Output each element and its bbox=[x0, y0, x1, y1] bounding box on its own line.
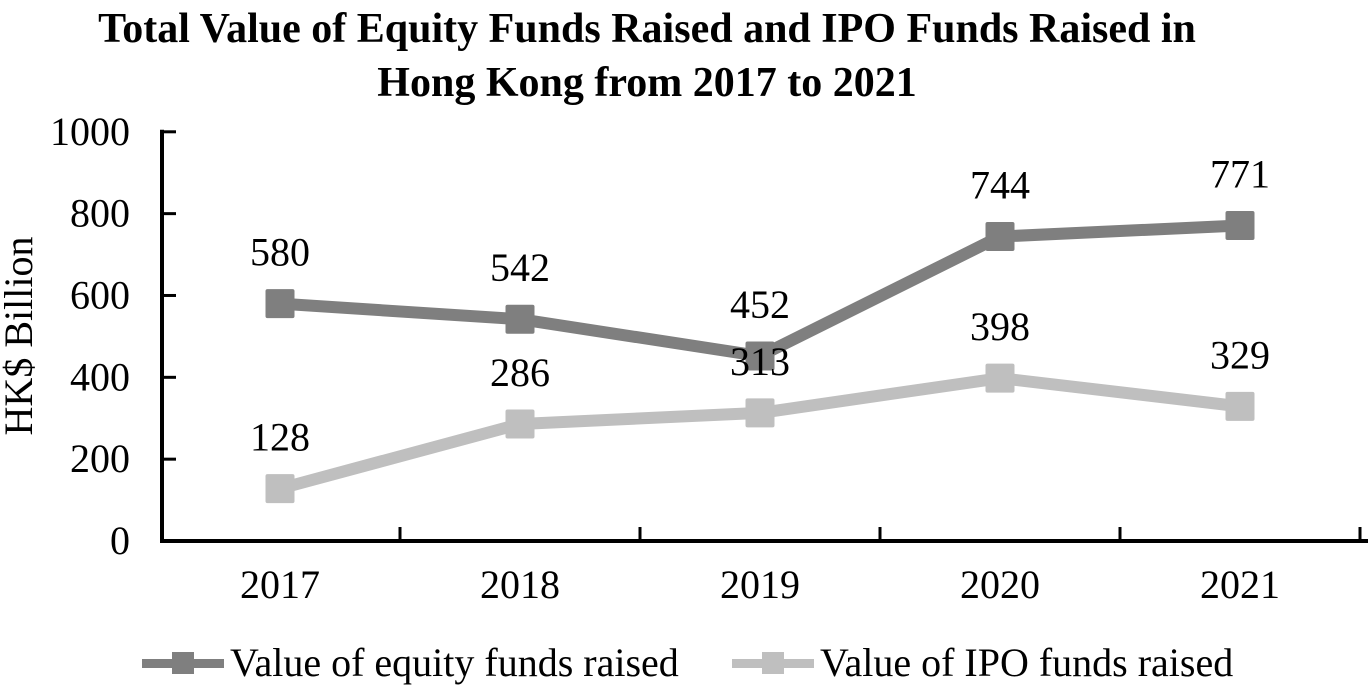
data-point-marker-1-2021 bbox=[1225, 391, 1255, 421]
data-point-marker-0-2018 bbox=[505, 304, 535, 334]
y-axis-tick-label: 400 bbox=[70, 354, 130, 399]
data-label-1-2017: 128 bbox=[250, 415, 310, 460]
data-point-marker-1-2018 bbox=[505, 409, 535, 439]
x-axis-tick-label: 2017 bbox=[240, 562, 320, 607]
legend-label-equity: Value of equity funds raised bbox=[230, 640, 679, 685]
x-axis-tick-label: 2020 bbox=[960, 562, 1040, 607]
data-point-marker-0-2021 bbox=[1225, 211, 1255, 241]
data-point-marker-0-2019 bbox=[745, 341, 775, 371]
data-label-0-2017: 580 bbox=[250, 230, 310, 275]
x-axis-tick-label: 2021 bbox=[1200, 562, 1280, 607]
legend-entry-equity: Value of equity funds raised bbox=[142, 638, 679, 688]
y-axis-title: HK$ Billion bbox=[0, 237, 41, 436]
data-label-0-2018: 542 bbox=[490, 245, 550, 290]
data-label-0-2021: 771 bbox=[1210, 152, 1270, 197]
data-label-1-2020: 398 bbox=[970, 304, 1030, 349]
data-label-0-2020: 744 bbox=[970, 163, 1030, 208]
legend-marker-ipo-icon bbox=[732, 652, 814, 674]
x-axis-tick-label: 2018 bbox=[480, 562, 560, 607]
data-point-marker-1-2019 bbox=[745, 398, 775, 428]
legend: Value of equity funds raised Value of IP… bbox=[0, 638, 1368, 688]
data-label-1-2019: 313 bbox=[730, 339, 790, 384]
data-label-0-2019: 452 bbox=[730, 282, 790, 327]
chart-title-line1: Total Value of Equity Funds Raised and I… bbox=[98, 6, 1196, 52]
legend-marker-equity-icon bbox=[142, 652, 224, 674]
y-axis-tick-label: 800 bbox=[70, 191, 130, 236]
chart-title-line2: Hong Kong from 2017 to 2021 bbox=[377, 60, 917, 106]
plot-area: 0 200 400 600 800 1000 2017 2018 2019 2020 2021 HK$… bbox=[0, 109, 1368, 607]
data-point-marker-1-2017 bbox=[265, 474, 295, 504]
y-axis-tick-label: 0 bbox=[110, 518, 130, 563]
data-label-1-2021: 329 bbox=[1210, 332, 1270, 377]
legend-label-ipo: Value of IPO funds raised bbox=[820, 640, 1234, 685]
data-point-marker-0-2020 bbox=[985, 222, 1015, 252]
y-axis-tick-label: 1000 bbox=[50, 109, 130, 154]
chart-title: Total Value of Equity Funds Raised and I… bbox=[0, 2, 1294, 110]
data-point-marker-0-2017 bbox=[265, 289, 295, 319]
data-label-1-2018: 286 bbox=[490, 350, 550, 395]
series-line-1 bbox=[278, 372, 1241, 495]
y-axis-tick-label: 600 bbox=[70, 272, 130, 317]
x-axis-tick-label: 2019 bbox=[720, 562, 800, 607]
y-axis-tick-label: 200 bbox=[70, 436, 130, 481]
data-point-marker-1-2020 bbox=[985, 363, 1015, 393]
legend-entry-ipo: Value of IPO funds raised bbox=[732, 638, 1233, 688]
